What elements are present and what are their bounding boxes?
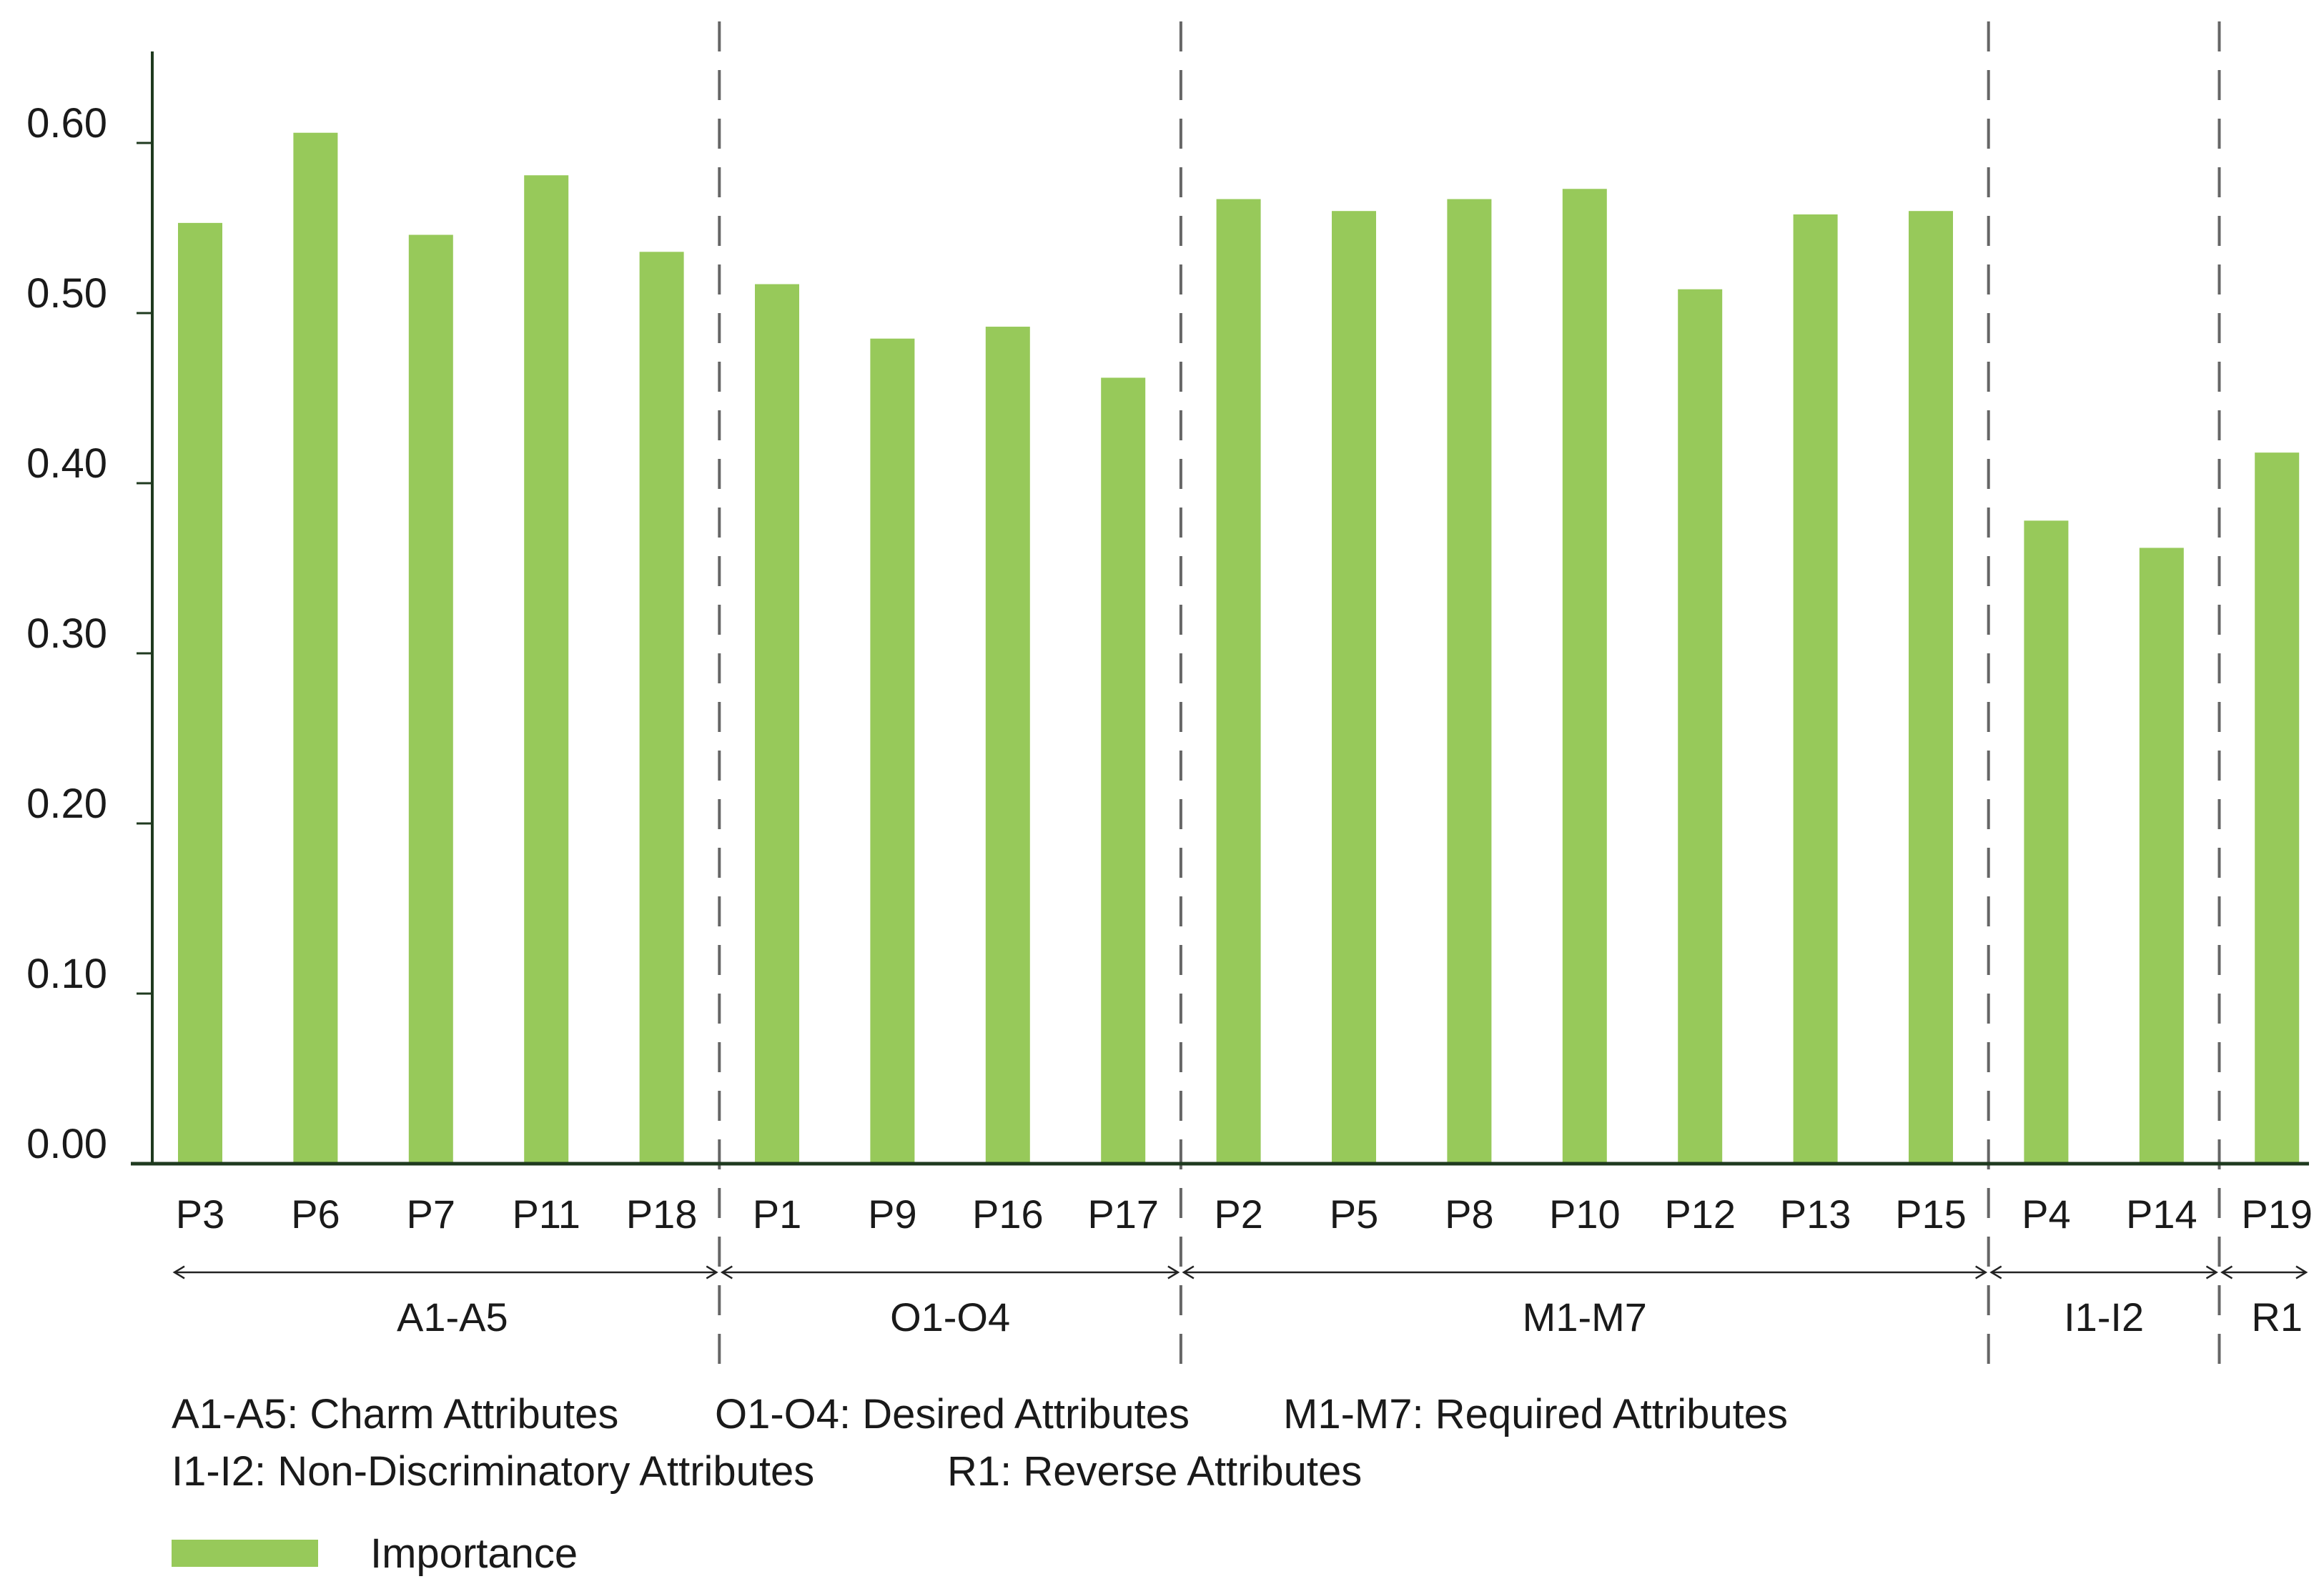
- group-label: R1: [2251, 1294, 2303, 1340]
- bracket-arrow-right-icon: [706, 1265, 718, 1279]
- x-tick-label: P12: [1664, 1192, 1736, 1237]
- x-axis: P3 P6 P7 P11 P18 P1 P9 P16 P17 P2 P5 P8 P10 P12 P13 P15…: [131, 1162, 2313, 1237]
- x-tick-label: P10: [1549, 1192, 1621, 1237]
- legend: Importance: [172, 1530, 578, 1577]
- y-tick-label: 0.20: [26, 781, 107, 827]
- x-tick-label: P18: [626, 1192, 698, 1237]
- y-tick-label: 0.30: [26, 610, 107, 657]
- legend-label: Importance: [370, 1530, 578, 1577]
- bar-p4: [2024, 520, 2069, 1164]
- group-note: R1: Reverse Attributes: [947, 1448, 1362, 1495]
- bar-p14: [2139, 548, 2184, 1164]
- bar-p5: [1332, 211, 1376, 1164]
- bar-p2: [1216, 199, 1261, 1164]
- bar-p1: [755, 284, 799, 1164]
- bar-p19: [2255, 452, 2300, 1164]
- group-label: O1-O4: [890, 1294, 1010, 1340]
- y-tick-label: 0.00: [26, 1121, 107, 1167]
- bar-p11: [524, 175, 569, 1164]
- y-tick-label: 0.50: [26, 270, 107, 317]
- bar-p3: [178, 222, 222, 1164]
- x-tick-label: P9: [868, 1192, 917, 1237]
- x-tick-label: P7: [407, 1192, 456, 1237]
- x-tick-label: P19: [2241, 1192, 2313, 1237]
- bar-p13: [1793, 214, 1838, 1164]
- x-tick-label: P8: [1445, 1192, 1494, 1237]
- x-tick-label: P5: [1330, 1192, 1379, 1237]
- bracket-arrow-right-icon: [1975, 1265, 1988, 1279]
- group-label: I1-I2: [2064, 1294, 2144, 1340]
- x-tick-label: P6: [291, 1192, 340, 1237]
- x-tick-label: P16: [972, 1192, 1044, 1237]
- group-label: A1-A5: [397, 1294, 508, 1340]
- bar-p9: [870, 338, 915, 1164]
- group-note: M1-M7: Required Attributes: [1283, 1391, 1788, 1437]
- bar-p8: [1447, 199, 1492, 1164]
- bar-p15: [1909, 211, 1953, 1164]
- bracket-arrow-left-icon: [2220, 1265, 2233, 1279]
- bar-p6: [293, 132, 338, 1164]
- y-axis: 0.00 0.10 0.20 0.30 0.40 0.50 0.60: [26, 51, 154, 1167]
- group-note: I1-I2: Non-Discriminatory Attributes: [172, 1448, 814, 1495]
- bar-p18: [639, 252, 684, 1164]
- x-tick-label: P4: [2022, 1192, 2071, 1237]
- group-dividers: [718, 21, 2221, 1380]
- x-tick-label: P3: [176, 1192, 225, 1237]
- bracket-arrow-left-icon: [1182, 1265, 1195, 1279]
- x-tick-label: P13: [1780, 1192, 1851, 1237]
- group-note: O1-O4: Desired Attributes: [715, 1391, 1190, 1437]
- bracket-arrow-left-icon: [720, 1265, 733, 1279]
- legend-swatch: [172, 1540, 318, 1567]
- bracket-arrow-right-icon: [1167, 1265, 1180, 1279]
- bar-p12: [1678, 289, 1723, 1164]
- bracket-arrow-left-icon: [172, 1265, 185, 1279]
- y-tick-label: 0.40: [26, 440, 107, 487]
- bar-p7: [408, 234, 453, 1164]
- bracket-arrow-left-icon: [1989, 1265, 2002, 1279]
- y-tick-label: 0.10: [26, 951, 107, 997]
- group-note: A1-A5: Charm Attributes: [172, 1391, 618, 1437]
- x-tick-label: P11: [512, 1192, 580, 1237]
- bar-p16: [985, 327, 1030, 1164]
- bracket-arrow-right-icon: [2295, 1265, 2308, 1279]
- bars: [178, 132, 2300, 1164]
- x-tick-label: P14: [2126, 1192, 2197, 1237]
- x-tick-label: P1: [753, 1192, 802, 1237]
- group-brackets: A1-A5 O1-O4 M1-M7 I1-I2 R1: [172, 1265, 2308, 1340]
- bar-p17: [1101, 377, 1146, 1164]
- bracket-arrow-right-icon: [2205, 1265, 2218, 1279]
- x-tick-label: P15: [1895, 1192, 1967, 1237]
- group-notes: A1-A5: Charm Attributes O1-O4: Desired At…: [172, 1391, 1788, 1495]
- group-label: M1-M7: [1523, 1294, 1647, 1340]
- x-tick-label: P17: [1087, 1192, 1159, 1237]
- x-tick-label: P2: [1214, 1192, 1263, 1237]
- bar-p10: [1562, 189, 1607, 1164]
- y-tick-label: 0.60: [26, 100, 107, 147]
